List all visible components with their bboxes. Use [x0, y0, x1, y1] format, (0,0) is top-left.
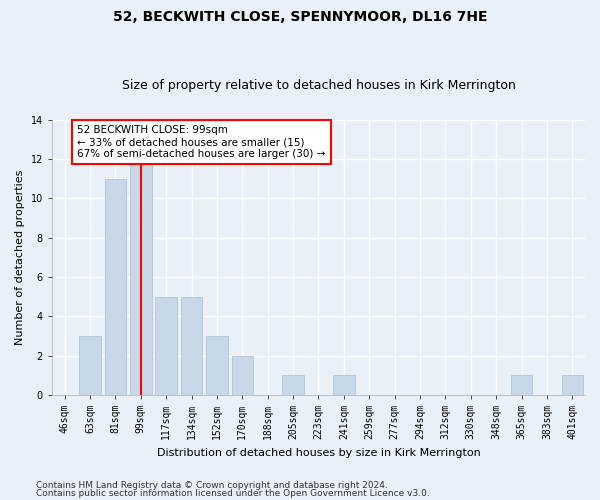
- Bar: [206, 336, 228, 395]
- Bar: [562, 375, 583, 395]
- Bar: [181, 296, 202, 395]
- Bar: [104, 178, 126, 395]
- Bar: [79, 336, 101, 395]
- Y-axis label: Number of detached properties: Number of detached properties: [15, 170, 25, 345]
- Text: Contains HM Land Registry data © Crown copyright and database right 2024.: Contains HM Land Registry data © Crown c…: [36, 481, 388, 490]
- X-axis label: Distribution of detached houses by size in Kirk Merrington: Distribution of detached houses by size …: [157, 448, 481, 458]
- Text: 52 BECKWITH CLOSE: 99sqm
← 33% of detached houses are smaller (15)
67% of semi-d: 52 BECKWITH CLOSE: 99sqm ← 33% of detach…: [77, 126, 326, 158]
- Bar: [155, 296, 177, 395]
- Bar: [232, 356, 253, 395]
- Text: Contains public sector information licensed under the Open Government Licence v3: Contains public sector information licen…: [36, 488, 430, 498]
- Bar: [283, 375, 304, 395]
- Text: 52, BECKWITH CLOSE, SPENNYMOOR, DL16 7HE: 52, BECKWITH CLOSE, SPENNYMOOR, DL16 7HE: [113, 10, 487, 24]
- Bar: [511, 375, 532, 395]
- Bar: [130, 159, 152, 395]
- Bar: [333, 375, 355, 395]
- Title: Size of property relative to detached houses in Kirk Merrington: Size of property relative to detached ho…: [122, 79, 515, 92]
